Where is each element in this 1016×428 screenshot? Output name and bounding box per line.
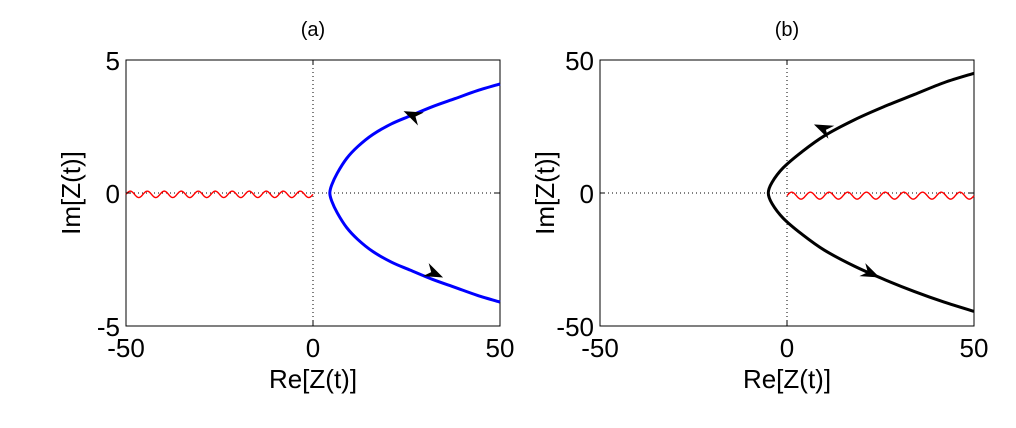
panel-b-ytick-top: 50	[565, 46, 594, 76]
direction-arrow-icon	[403, 111, 424, 126]
panel-b-title: (b)	[775, 19, 799, 41]
parabola-series-line	[766, 71, 975, 313]
panel-b-ytick-mid: 0	[580, 179, 594, 209]
panel-b-xtick-left: -50	[581, 333, 619, 363]
panel-a-xtick-mid: 0	[306, 333, 320, 363]
panel-b-y-axis-label: Im[Z(t)]	[530, 151, 560, 235]
panel-a-ticks	[125, 59, 501, 327]
direction-arrow-icon	[813, 124, 835, 139]
direction-arrow-icon	[422, 263, 444, 278]
panel-b-ytick-bottom: -50	[556, 312, 594, 342]
direction-arrow-icon	[859, 263, 880, 278]
panel-b-zero-lines	[600, 60, 974, 326]
panel-b-ticks	[599, 59, 975, 327]
panel-a-ytick-mid: 0	[106, 179, 120, 209]
panel-b: (b) 50 0 -50 -50 0 50 Re[Z(t)] Im[Z(t)]	[530, 19, 988, 394]
panel-a-ytick-top: 5	[106, 46, 120, 76]
panel-b-series	[766, 71, 975, 313]
panel-a-series	[125, 82, 501, 304]
panel-a-x-axis-label: Re[Z(t)]	[269, 364, 357, 394]
panel-a-ytick-bottom: -5	[97, 312, 120, 342]
panel-b-x-axis-label: Re[Z(t)]	[743, 364, 831, 394]
panel-a-y-axis-label: Im[Z(t)]	[56, 151, 86, 235]
panel-a-xtick-left: -50	[107, 333, 145, 363]
wavy-series-line	[786, 191, 975, 200]
panel-a: (a) 5 0 -5 -50 0 50 Re[Z(t)] Im[Z(t)]	[56, 19, 514, 394]
panel-b-xtick-right: 50	[960, 333, 989, 363]
panel-a-zero-lines	[126, 60, 500, 326]
panel-a-xtick-right: 50	[486, 333, 515, 363]
panel-a-title: (a)	[301, 19, 325, 41]
panel-b-xtick-mid: 0	[780, 333, 794, 363]
wavy-series-line	[125, 190, 314, 199]
